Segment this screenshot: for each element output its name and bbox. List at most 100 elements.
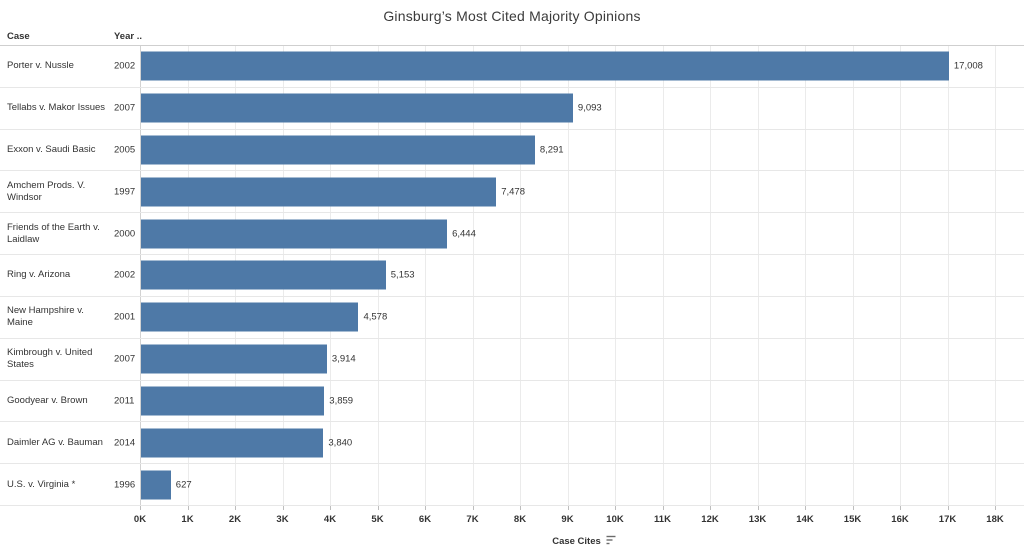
table-row: U.S. v. Virginia * 1996 627 [0,464,1024,506]
x-axis-title: Case Cites [552,535,601,547]
tick-label: 15K [843,514,862,525]
tick-label: 13K [748,514,767,525]
tick-label: 5K [371,514,384,525]
case-label[interactable]: Kimbrough v. United States [7,347,93,371]
x-axis-title-group[interactable]: Case Cites [157,532,1012,550]
bar-value-label: 7,478 [501,186,525,198]
tick-label: 2K [228,514,242,525]
year-label[interactable]: 2007 [114,102,136,114]
tick-label: 1K [181,514,194,525]
tick-label: 11K [654,514,671,525]
bar[interactable] [141,344,327,374]
year-label[interactable]: 1997 [114,186,136,198]
bar-value-label: 3,914 [331,353,356,365]
tick-mark [995,506,996,510]
case-label[interactable]: Amchem Prods. V. Windsor [7,179,86,203]
bar-value-label: 5,153 [390,269,415,281]
tick-mark [900,506,901,510]
gridline [995,46,996,506]
axis-baseline [140,46,141,506]
tick-label: 8K [513,514,527,525]
tick-label: 3K [276,514,289,525]
header-divider [0,45,1024,46]
tick-mark [140,506,141,510]
column-header-year[interactable]: Year .. [114,31,142,42]
tick-label: 18K [986,514,1004,525]
tick-label: 0K [133,514,147,525]
table-row: Amchem Prods. V. Windsor 1997 7,478 [0,171,1024,214]
gridline [425,46,426,506]
year-label[interactable]: 2011 [114,395,135,407]
bar-value-label: 4,578 [363,311,388,323]
table-row: Daimler AG v. Bauman 2014 3,840 [0,422,1024,465]
gridline [947,46,949,506]
tick-mark [425,506,426,510]
tick-mark [520,506,521,510]
year-label[interactable]: 1996 [114,479,136,491]
year-label[interactable]: 2001 [114,311,136,323]
year-label[interactable]: 2007 [114,353,136,365]
case-label[interactable]: Exxon v. Saudi Basic [7,144,96,156]
bar-value-label: 3,859 [329,395,354,407]
case-label[interactable]: Porter v. Nussle [7,60,74,72]
case-label[interactable]: Goodyear v. Brown [7,394,88,406]
sort-descending-icon[interactable] [606,532,617,550]
tick-mark [615,506,616,510]
bar[interactable] [141,93,573,123]
tick-mark [757,506,759,510]
table-row: New Hampshire v. Maine 2001 4,578 [0,297,1024,339]
tick-mark [805,506,806,510]
table-row: Exxon v. Saudi Basic 2005 8,291 [0,130,1024,172]
tick-label: 16K [891,514,909,525]
bar[interactable] [141,260,386,290]
bar[interactable] [141,428,324,458]
gridline [757,46,759,506]
tick-mark [567,506,569,510]
year-label[interactable]: 2005 [114,144,136,156]
tick-label: 12K [701,514,719,525]
tick-mark [662,506,664,510]
case-label[interactable]: Daimler AG v. Bauman [7,436,103,448]
gridline [805,46,806,506]
table-row: Friends of the Earth v. Laidlaw 2000 6,444 [0,213,1024,256]
bar[interactable] [141,219,448,249]
tick-label: 17K [938,514,957,525]
year-label[interactable]: 2014 [114,437,136,449]
gridline [615,46,616,506]
tick-mark [282,506,284,510]
gridline [472,46,474,506]
bar-value-label: 6,444 [452,228,476,240]
bar[interactable] [141,302,359,332]
bar-value-label: 8,291 [539,144,564,156]
bar-value-label: 17,008 [953,60,983,72]
bar[interactable] [141,386,325,416]
tick-label: 4K [323,514,337,525]
tick-label: 7K [466,514,479,525]
bar[interactable] [141,135,535,165]
table-row: Goodyear v. Brown 2011 3,859 [0,381,1024,423]
year-label[interactable]: 2002 [114,60,136,72]
gridline [520,46,521,506]
gridline [662,46,664,506]
tick-mark [330,506,331,510]
case-label[interactable]: Ring v. Arizona [7,269,71,281]
tick-label: 10K [606,514,624,525]
case-label[interactable]: New Hampshire v. Maine [7,305,84,329]
tick-label: 9K [561,514,574,525]
case-label[interactable]: U.S. v. Virginia * [7,478,76,490]
tick-mark [947,506,949,510]
column-header-case[interactable]: Case [7,31,30,42]
chart-title: Ginsburg’s Most Cited Majority Opinions [383,8,641,24]
gridline [900,46,901,506]
tick-label: 6K [418,514,432,525]
year-label[interactable]: 2002 [114,269,136,281]
bar-value-label: 9,093 [577,102,602,114]
year-label[interactable]: 2000 [114,228,136,240]
case-label[interactable]: Friends of the Earth v. Laidlaw [7,221,100,245]
bar[interactable] [141,470,171,500]
bar[interactable] [141,51,949,81]
case-label[interactable]: Tellabs v. Makor Issues [7,102,106,114]
gridline [852,46,854,506]
bar[interactable] [141,177,497,207]
